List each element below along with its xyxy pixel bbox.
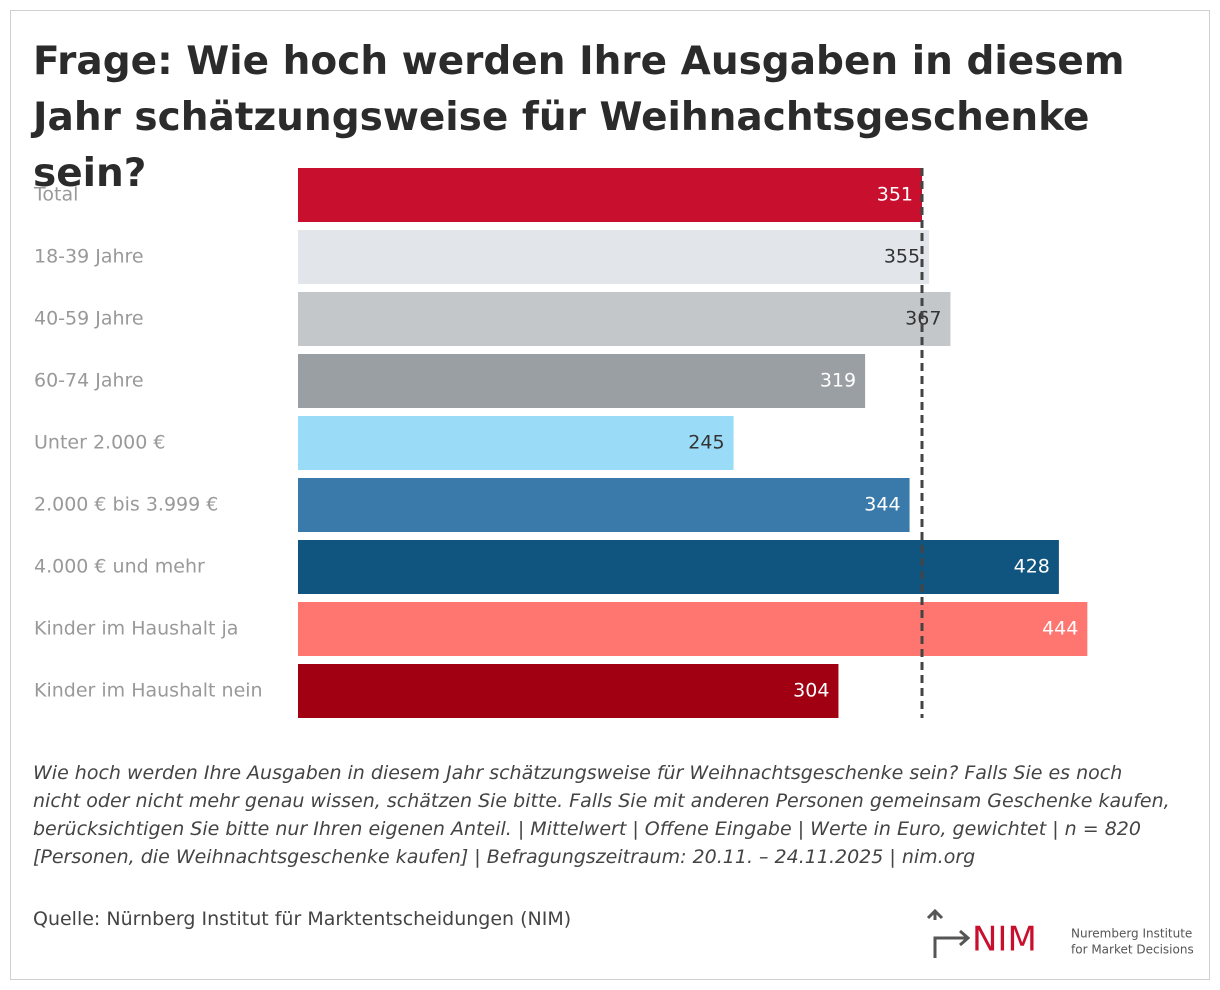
logo-line: Nuremberg Institute [1071,927,1192,941]
footnote: Wie hoch werden Ihre Ausgaben in diesem … [33,762,1170,868]
logo-line: for Market Decisions [1071,943,1194,957]
frame [10,10,1210,980]
value-label: 351 [877,184,913,206]
category-label: 4.000 € und mehr [34,556,205,578]
bar [298,168,923,222]
value-label: 304 [793,680,829,702]
bar [298,354,866,408]
value-label: 428 [1014,556,1050,578]
category-label: 40-59 Jahre [34,308,144,330]
bar [298,230,930,284]
category-label: Kinder im Haushalt ja [34,618,238,640]
logo-arrow-up [926,908,944,920]
category-label: 18-39 Jahre [34,246,144,268]
value-label: 319 [820,370,856,392]
value-label: 245 [688,432,724,454]
logo-arrow [933,936,968,958]
value-label: 444 [1042,618,1078,640]
bar [298,602,1088,656]
category-label: Unter 2.000 € [34,432,165,454]
bar [298,478,910,532]
logo-name: NIM [972,920,1037,960]
bar [298,292,951,346]
value-label: 344 [864,494,900,516]
category-label: 2.000 € bis 3.999 € [34,494,218,516]
category-label: Kinder im Haushalt nein [34,680,263,702]
source: Quelle: Nürnberg Institut für Marktentsc… [33,908,572,930]
bar [298,664,839,718]
category-label: 60-74 Jahre [34,370,144,392]
value-label: 355 [884,246,920,268]
category-label: Total [33,184,78,206]
bar [298,416,734,470]
logo-arrow-head [959,929,971,947]
chart-title: Frage: Wie hoch werden Ihre Ausgaben in … [33,39,1125,196]
bar [298,540,1059,594]
logo-icon [926,908,971,958]
